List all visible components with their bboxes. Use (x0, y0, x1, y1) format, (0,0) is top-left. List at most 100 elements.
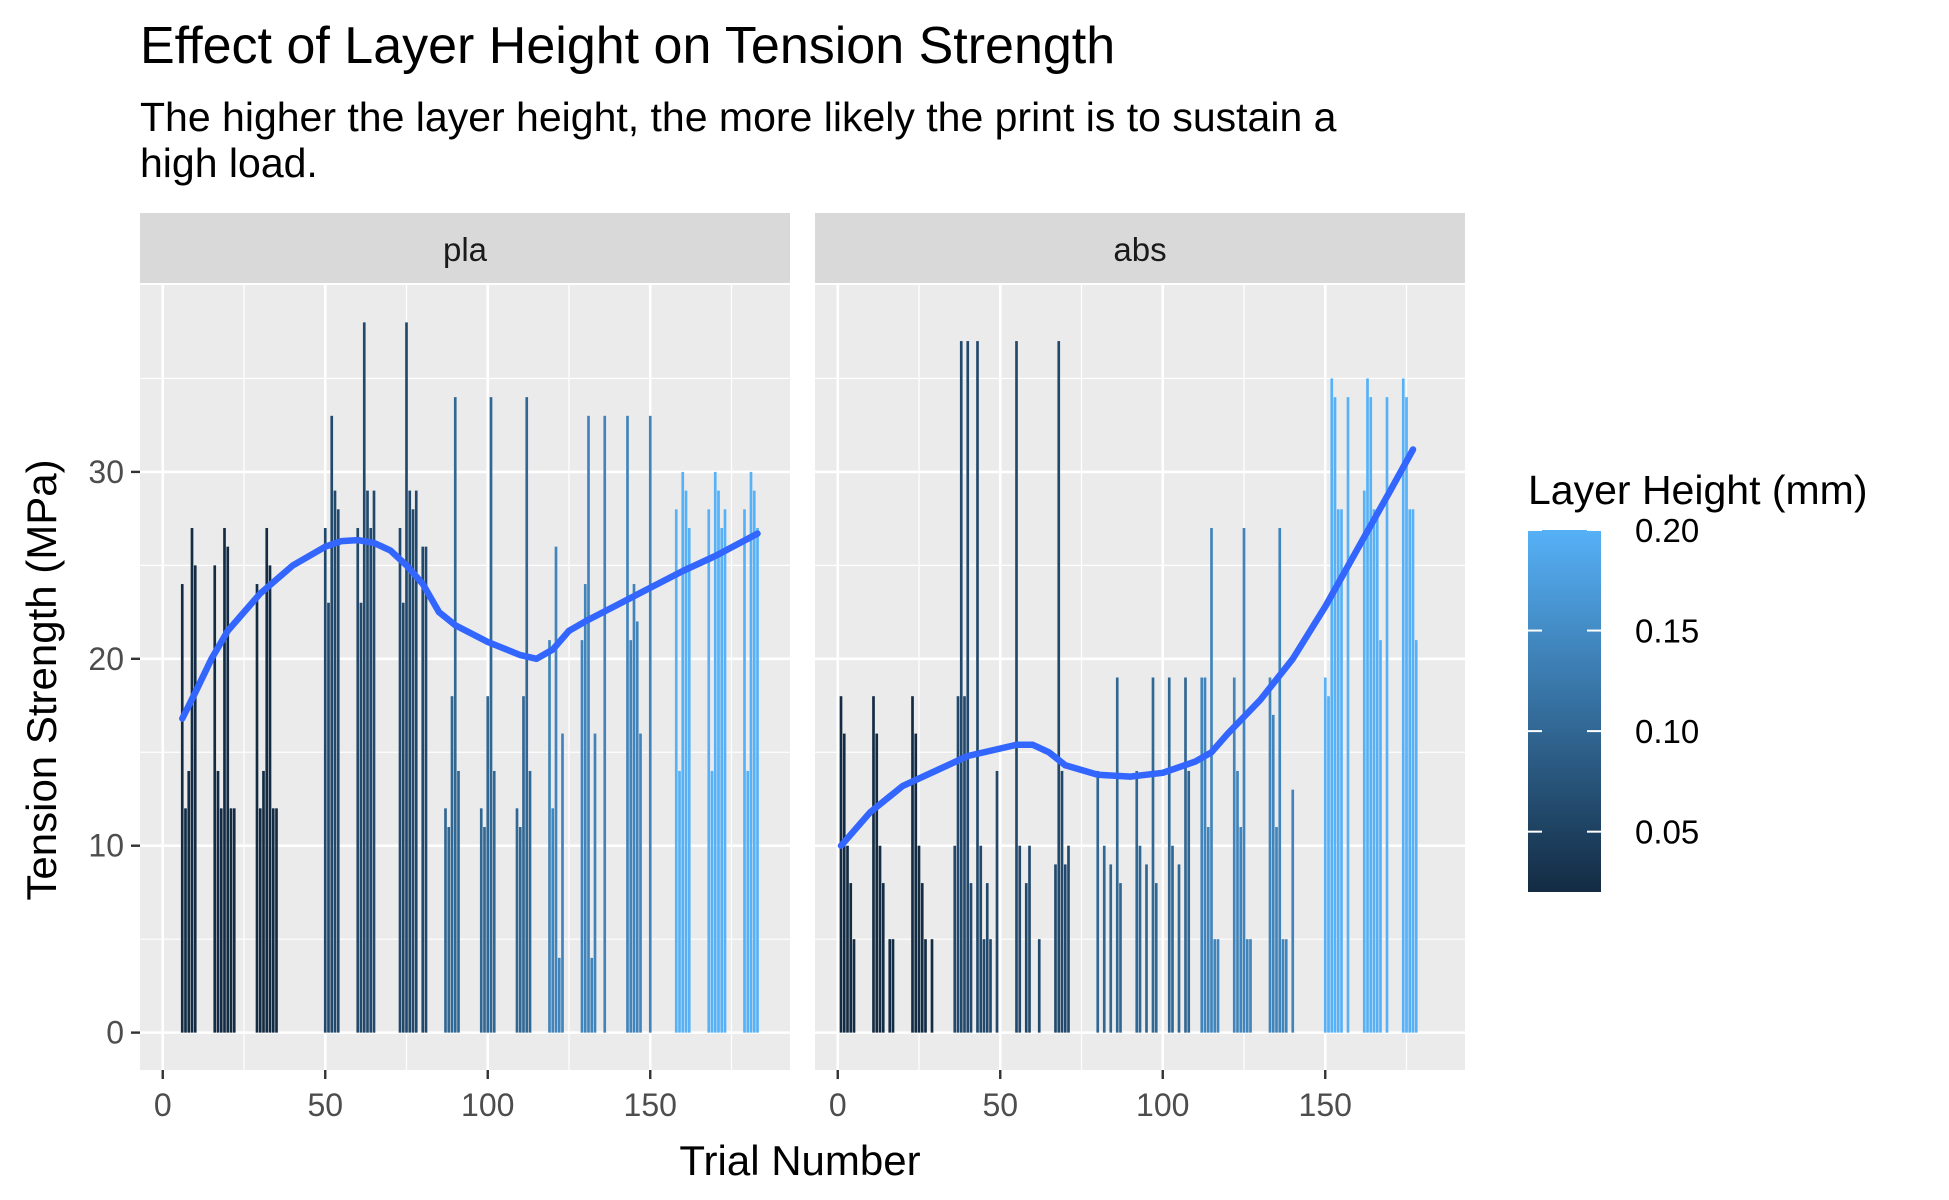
bar (213, 565, 217, 1033)
bar (846, 845, 849, 1033)
legend: Layer Height (mm) 0.05 0.10 0.15 0.20 (1528, 467, 1867, 892)
bar (878, 845, 882, 1033)
legend-tick-label: 0.15 (1635, 613, 1699, 650)
bar (548, 640, 551, 1033)
legend-tick-label: 0.10 (1635, 713, 1699, 750)
x-tick-label: 100 (461, 1087, 514, 1123)
bar (914, 733, 918, 1033)
bar (1063, 864, 1067, 1033)
bar (1323, 677, 1327, 1033)
bar (219, 808, 223, 1033)
bar (226, 546, 230, 1033)
panel-abs: abs 0 50 100 150 (815, 213, 1465, 1123)
x-tick-label: 150 (624, 1087, 677, 1123)
bar (849, 883, 853, 1033)
chart-title: Effect of Layer Height on Tension Streng… (140, 17, 1116, 75)
bar (190, 527, 194, 1033)
bar (398, 527, 402, 1033)
panel-strip-label: pla (443, 231, 488, 268)
bar (1268, 677, 1272, 1033)
bar (1281, 939, 1285, 1033)
bar (424, 546, 428, 1033)
bar (492, 770, 496, 1033)
bar (1346, 397, 1350, 1033)
bar (1333, 397, 1337, 1033)
bar (979, 845, 983, 1033)
bar (749, 471, 753, 1033)
y-tick-label: 20 (88, 641, 124, 677)
bar (1405, 397, 1408, 1033)
bar (743, 509, 746, 1033)
bar (359, 602, 363, 1033)
bar (1379, 640, 1382, 1033)
bar (518, 827, 522, 1033)
bar (528, 770, 532, 1033)
x-tick-label: 0 (829, 1087, 847, 1123)
bar (1411, 509, 1415, 1033)
x-tick-label: 0 (154, 1087, 172, 1123)
bar (453, 397, 457, 1033)
bar (687, 527, 691, 1033)
legend-title: Layer Height (mm) (1528, 467, 1867, 513)
bar (333, 490, 337, 1033)
bar (1375, 509, 1379, 1033)
bar (522, 696, 525, 1033)
bar (515, 808, 519, 1033)
bar (1236, 770, 1239, 1033)
bar (327, 602, 330, 1033)
bar (1213, 939, 1217, 1033)
bar (982, 939, 986, 1033)
bar (752, 490, 756, 1033)
legend-tick-label: 0.05 (1635, 814, 1699, 851)
bar (681, 471, 685, 1033)
bar (408, 490, 412, 1033)
bar (489, 397, 493, 1033)
bar (1187, 770, 1191, 1033)
bar (632, 584, 636, 1033)
bar (723, 509, 727, 1033)
bar (1028, 845, 1031, 1033)
bar (603, 415, 607, 1033)
bar (193, 565, 197, 1033)
bar (551, 808, 555, 1033)
bar (956, 696, 960, 1033)
bar (1145, 864, 1148, 1033)
bar (963, 696, 966, 1033)
bar (674, 509, 678, 1033)
bar (1340, 509, 1343, 1033)
bar (1239, 827, 1243, 1033)
bar (1138, 845, 1142, 1033)
bar (1115, 677, 1119, 1033)
bar (590, 957, 594, 1033)
bar (554, 546, 558, 1033)
panel-strip-label: abs (1113, 231, 1166, 268)
bar (626, 415, 629, 1033)
bar (479, 808, 483, 1033)
bar (1171, 845, 1174, 1033)
bar (184, 808, 187, 1033)
panel-pla: pla 0 50 100 150 (140, 213, 790, 1123)
bar (366, 490, 369, 1033)
bar (888, 939, 892, 1033)
bar (1271, 714, 1275, 1033)
bar (255, 584, 259, 1033)
bar (1060, 770, 1064, 1033)
bar (232, 808, 236, 1033)
bar (1024, 883, 1028, 1033)
x-tick-label: 50 (982, 1087, 1018, 1123)
bar (959, 341, 963, 1033)
x-tick-label: 150 (1299, 1087, 1352, 1123)
bar (411, 509, 415, 1033)
bar (414, 490, 418, 1033)
bar (557, 957, 561, 1033)
bar (966, 341, 970, 1033)
bar (1067, 845, 1070, 1033)
bar (401, 602, 405, 1033)
bar (710, 770, 714, 1033)
bar (1385, 397, 1389, 1033)
bar (180, 584, 184, 1033)
bar (989, 939, 992, 1033)
bar (717, 490, 720, 1033)
bar (372, 490, 376, 1033)
